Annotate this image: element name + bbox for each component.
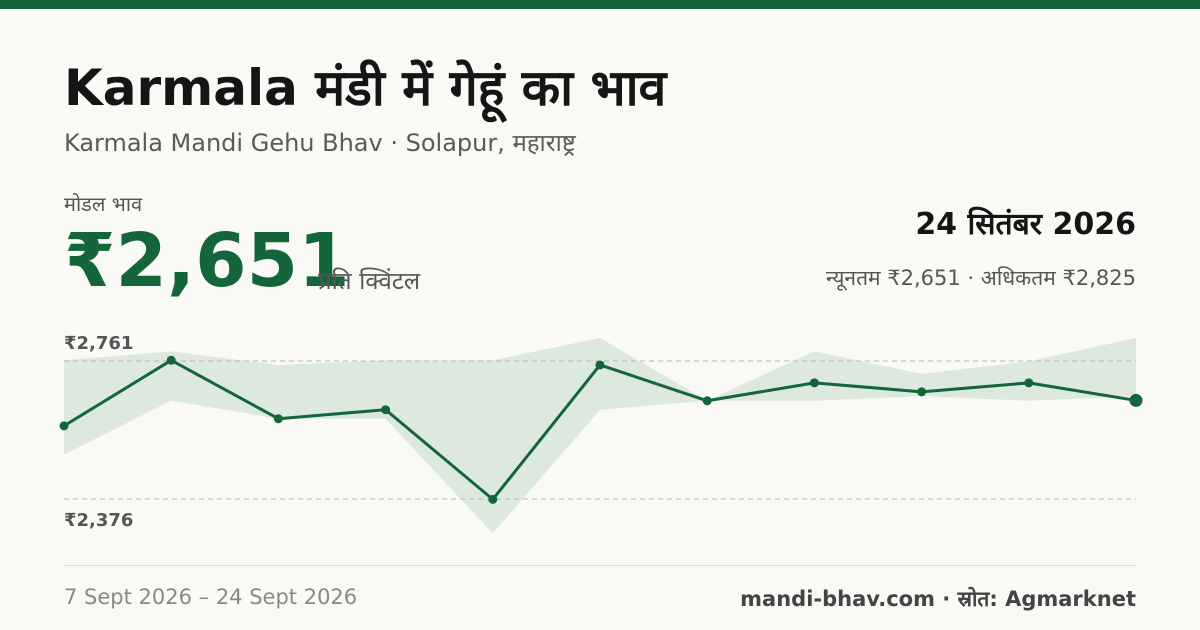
price-point [702,396,712,406]
page-subtitle: Karmala Mandi Gehu Bhav · Solapur, महारा… [64,129,576,157]
reference-high-label: ₹2,761 [64,333,134,354]
price-point [488,494,498,504]
date-range: 7 Sept 2026 – 24 Sept 2026 [64,585,358,609]
price-points-group [59,355,1143,504]
price-point [917,387,927,397]
footer-divider [64,565,1136,566]
min-max-price: न्यूनतम ₹2,651 · अधिकतम ₹2,825 [826,266,1136,290]
price-point [273,414,283,424]
price-date: 24 सितंबर 2026 [915,207,1136,242]
latest-price-point [1129,393,1143,407]
price-point [381,405,391,415]
price-point [595,360,605,370]
price-point [809,378,819,388]
model-price: ₹2,651 [64,218,350,304]
page-title: Karmala मंडी में गेहूं का भाव [64,59,667,117]
price-point [1024,378,1034,388]
top-accent-bar [0,0,1200,9]
model-price-label: मोडल भाव [64,192,143,216]
price-unit: प्रति क्विंटल [318,267,421,295]
price-point [59,421,69,431]
reference-low-label: ₹2,376 [64,510,134,531]
source-credit: mandi-bhav.com · स्रोत: Agmarknet [740,587,1136,611]
price-point [166,355,176,365]
